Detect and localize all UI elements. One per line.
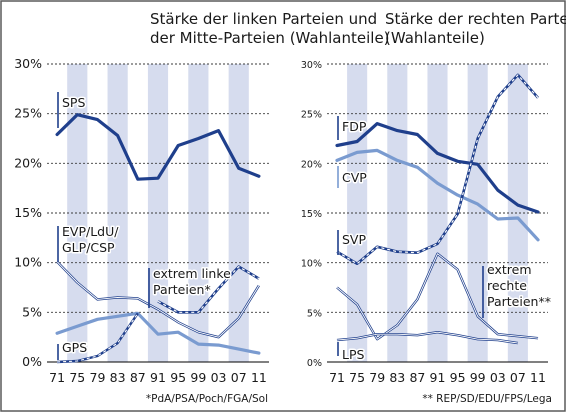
- x-tick-label: 11: [251, 370, 267, 385]
- x-tick-label: 91: [430, 370, 446, 385]
- x-tick-label: 71: [49, 370, 65, 385]
- x-tick-label: 83: [389, 370, 405, 385]
- series-label: rechte: [487, 278, 527, 293]
- x-tick-label: 91: [150, 370, 166, 385]
- x-tick-label: 79: [90, 370, 106, 385]
- column-shade: [147, 64, 169, 362]
- series-label-halo: EVP/LdU/: [62, 224, 119, 239]
- y-tick-label: 20%: [301, 159, 322, 170]
- series-label-halo: SPS: [62, 95, 85, 110]
- chart-footnote: ** REP/SD/EDU/FPS/Lega: [422, 393, 552, 405]
- chart-title: Stärke der linken Parteien und der Mitte-…: [150, 10, 390, 47]
- series-label: Parteien*: [153, 282, 211, 297]
- left-chart-panel: Stärke der linken Parteien und der Mitte-…: [14, 10, 389, 405]
- series-line: [55, 311, 261, 355]
- series-label: EVP/LdU/: [62, 224, 119, 239]
- y-tick-label: 30%: [301, 60, 322, 71]
- x-tick-label: 83: [110, 370, 126, 385]
- column-shade: [427, 64, 448, 362]
- series-line-dash: [57, 312, 139, 363]
- series-label-halo: FDP: [342, 119, 367, 134]
- series-label: extrem: [487, 262, 532, 277]
- series-label: SVP: [342, 232, 366, 247]
- chart-title: Stärke der rechten Parteien(Wahlanteile): [385, 10, 566, 47]
- series-label-halo: extrem linke: [153, 266, 231, 281]
- series-label: GLP/CSP: [62, 240, 115, 255]
- series-label-halo: CVP: [342, 170, 367, 185]
- series-line: [335, 148, 540, 242]
- series-line: [335, 122, 540, 214]
- series-label: extrem linke: [153, 266, 231, 281]
- series-line-inner: [56, 261, 260, 338]
- series-label: CVP: [342, 170, 367, 185]
- x-tick-label: 03: [490, 370, 506, 385]
- x-tick-label: 11: [530, 370, 546, 385]
- y-tick-label: 15%: [14, 205, 42, 220]
- column-shade: [507, 64, 528, 362]
- x-tick-label: 75: [349, 370, 365, 385]
- x-tick-label: 03: [211, 370, 227, 385]
- y-tick-label: 30%: [14, 56, 42, 71]
- series-label-halo: rechte: [487, 278, 527, 293]
- x-tick-label: 71: [329, 370, 345, 385]
- chart-title-line: Stärke der rechten Parteien: [385, 10, 566, 28]
- column-shade: [188, 64, 209, 362]
- x-tick-label: 75: [69, 370, 85, 385]
- chart-title-line: der Mitte-Parteien (Wahlanteile): [150, 29, 390, 47]
- y-tick-label: 25%: [301, 110, 322, 121]
- x-tick-label: 07: [510, 370, 526, 385]
- y-tick-label: 5%: [22, 304, 42, 319]
- x-tick-label: 99: [470, 370, 486, 385]
- series-label-halo: extrem: [487, 262, 532, 277]
- series-label-halo: GPS: [62, 340, 87, 355]
- series-label-halo: GLP/CSP: [62, 240, 115, 255]
- chart-title-line: (Wahlanteile): [385, 29, 485, 47]
- y-tick-label: 10%: [14, 255, 42, 270]
- series-label-halo: SVP: [342, 232, 366, 247]
- series-label-halo: Parteien**: [487, 294, 551, 309]
- y-tick-label: 0%: [22, 354, 42, 369]
- right-chart-panel: Stärke der rechten Parteien(Wahlanteile)…: [301, 10, 566, 405]
- chart-footnote: *PdA/PSA/Poch/FGA/Sol: [146, 393, 268, 405]
- y-tick-label: 15%: [301, 209, 322, 220]
- x-tick-label: 87: [409, 370, 425, 385]
- series-label: GPS: [62, 340, 87, 355]
- column-shade: [228, 64, 249, 362]
- series-label: LPS: [342, 347, 365, 362]
- series-line: [55, 113, 261, 181]
- y-tick-label: 5%: [307, 308, 322, 319]
- y-tick-label: 25%: [14, 106, 42, 121]
- series-label: SPS: [62, 95, 85, 110]
- x-tick-label: 07: [231, 370, 247, 385]
- x-tick-label: 99: [190, 370, 206, 385]
- y-tick-label: 10%: [301, 259, 322, 270]
- chart-title-line: Stärke der linken Parteien und: [150, 10, 377, 28]
- x-tick-label: 79: [369, 370, 385, 385]
- series-label-halo: Parteien*: [153, 282, 211, 297]
- column-shade: [387, 64, 408, 362]
- x-tick-label: 95: [450, 370, 466, 385]
- y-tick-label: 0%: [307, 358, 322, 369]
- series-label-halo: LPS: [342, 347, 365, 362]
- series-line-inner: [336, 253, 539, 340]
- series-line-dash: [336, 74, 539, 265]
- series-line-inner: [336, 331, 518, 344]
- series-line-dash: [157, 266, 260, 313]
- column-shade: [107, 64, 128, 362]
- series-label: Parteien**: [487, 294, 551, 309]
- x-tick-label: 95: [170, 370, 186, 385]
- series-label: FDP: [342, 119, 367, 134]
- x-tick-label: 87: [130, 370, 146, 385]
- y-tick-label: 20%: [14, 155, 42, 170]
